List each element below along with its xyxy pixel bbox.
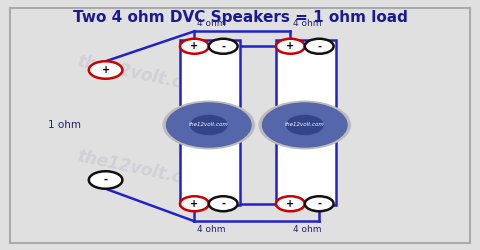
Text: +: + (287, 41, 294, 51)
Text: the12volt.com: the12volt.com (285, 122, 324, 128)
Circle shape (191, 116, 227, 134)
Circle shape (263, 103, 347, 147)
Text: -: - (317, 199, 321, 209)
Circle shape (180, 39, 209, 54)
Text: 4 ohm: 4 ohm (197, 18, 225, 28)
Bar (180, 40, 240, 205)
Bar (276, 40, 336, 205)
Text: the12volt.com: the12volt.com (76, 52, 212, 98)
Text: +: + (191, 199, 198, 209)
Circle shape (163, 101, 254, 149)
Circle shape (89, 171, 122, 189)
Circle shape (259, 101, 350, 149)
Text: 4 ohm: 4 ohm (293, 18, 321, 28)
Text: -: - (221, 41, 225, 51)
Circle shape (287, 116, 323, 134)
Text: the12volt.com: the12volt.com (189, 122, 228, 128)
Text: +: + (102, 65, 109, 75)
Text: -: - (221, 199, 225, 209)
Text: the12volt.com: the12volt.com (76, 147, 212, 193)
Circle shape (180, 196, 209, 211)
Text: 4 ohm: 4 ohm (293, 225, 321, 234)
Text: -: - (317, 41, 321, 51)
Circle shape (209, 196, 238, 211)
Circle shape (209, 39, 238, 54)
Circle shape (305, 39, 334, 54)
Circle shape (305, 196, 334, 211)
Circle shape (276, 196, 305, 211)
Text: +: + (287, 199, 294, 209)
Text: 4 ohm: 4 ohm (197, 225, 225, 234)
Circle shape (89, 61, 122, 79)
Circle shape (167, 103, 251, 147)
Text: -: - (104, 175, 108, 185)
Text: Two 4 ohm DVC Speakers = 1 ohm load: Two 4 ohm DVC Speakers = 1 ohm load (72, 10, 408, 25)
Text: +: + (191, 41, 198, 51)
Circle shape (276, 39, 305, 54)
Text: 1 ohm: 1 ohm (48, 120, 81, 130)
